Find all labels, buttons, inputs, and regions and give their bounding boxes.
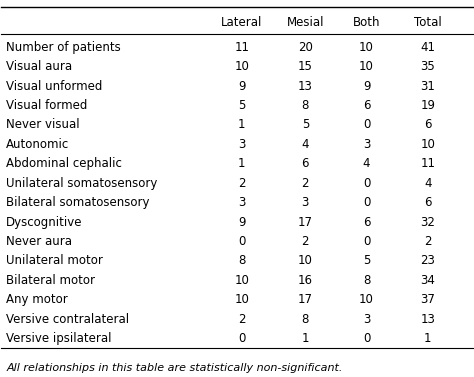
Text: Unilateral motor: Unilateral motor: [6, 254, 103, 267]
Text: Visual unformed: Visual unformed: [6, 80, 102, 93]
Text: 8: 8: [301, 99, 309, 112]
Text: 15: 15: [298, 60, 313, 73]
Text: 4: 4: [424, 177, 432, 190]
Text: 8: 8: [301, 313, 309, 325]
Text: Lateral: Lateral: [221, 16, 263, 29]
Text: 20: 20: [298, 41, 313, 54]
Text: 5: 5: [301, 118, 309, 132]
Text: 5: 5: [238, 99, 246, 112]
Text: 10: 10: [420, 138, 435, 151]
Text: 3: 3: [238, 196, 246, 209]
Text: 8: 8: [363, 274, 370, 287]
Text: 3: 3: [363, 313, 370, 325]
Text: 3: 3: [238, 138, 246, 151]
Text: 32: 32: [420, 216, 435, 228]
Text: Unilateral somatosensory: Unilateral somatosensory: [6, 177, 157, 190]
Text: Autonomic: Autonomic: [6, 138, 69, 151]
Text: 10: 10: [234, 60, 249, 73]
Text: 3: 3: [363, 138, 370, 151]
Text: 2: 2: [301, 235, 309, 248]
Text: 1: 1: [238, 157, 246, 170]
Text: 31: 31: [420, 80, 435, 93]
Text: 34: 34: [420, 274, 435, 287]
Text: Number of patients: Number of patients: [6, 41, 121, 54]
Text: 10: 10: [298, 254, 313, 267]
Text: 10: 10: [234, 274, 249, 287]
Text: 10: 10: [234, 293, 249, 306]
Text: 5: 5: [363, 254, 370, 267]
Text: Versive contralateral: Versive contralateral: [6, 313, 129, 325]
Text: 0: 0: [363, 118, 370, 132]
Text: 4: 4: [363, 157, 370, 170]
Text: Any motor: Any motor: [6, 293, 68, 306]
Text: 2: 2: [301, 177, 309, 190]
Text: 0: 0: [363, 332, 370, 345]
Text: 17: 17: [298, 293, 313, 306]
Text: 1: 1: [238, 118, 246, 132]
Text: Abdominal cephalic: Abdominal cephalic: [6, 157, 122, 170]
Text: Bilateral somatosensory: Bilateral somatosensory: [6, 196, 150, 209]
Text: 23: 23: [420, 254, 435, 267]
Text: Never aura: Never aura: [6, 235, 72, 248]
Text: 6: 6: [424, 118, 432, 132]
Text: 9: 9: [238, 80, 246, 93]
Text: 2: 2: [238, 313, 246, 325]
Text: 11: 11: [234, 41, 249, 54]
Text: 0: 0: [363, 235, 370, 248]
Text: 6: 6: [301, 157, 309, 170]
Text: 6: 6: [363, 99, 370, 112]
Text: Bilateral motor: Bilateral motor: [6, 274, 95, 287]
Text: All relationships in this table are statistically non-significant.: All relationships in this table are stat…: [6, 363, 343, 373]
Text: 10: 10: [359, 60, 374, 73]
Text: 1: 1: [301, 332, 309, 345]
Text: 16: 16: [298, 274, 313, 287]
Text: 13: 13: [298, 80, 313, 93]
Text: Total: Total: [414, 16, 442, 29]
Text: 8: 8: [238, 254, 246, 267]
Text: 17: 17: [298, 216, 313, 228]
Text: 3: 3: [301, 196, 309, 209]
Text: 4: 4: [301, 138, 309, 151]
Text: Both: Both: [353, 16, 380, 29]
Text: 1: 1: [424, 332, 432, 345]
Text: Never visual: Never visual: [6, 118, 80, 132]
Text: 13: 13: [420, 313, 435, 325]
Text: 9: 9: [238, 216, 246, 228]
Text: 10: 10: [359, 41, 374, 54]
Text: 2: 2: [424, 235, 432, 248]
Text: 0: 0: [238, 235, 246, 248]
Text: Mesial: Mesial: [287, 16, 324, 29]
Text: 6: 6: [424, 196, 432, 209]
Text: 0: 0: [238, 332, 246, 345]
Text: 41: 41: [420, 41, 435, 54]
Text: 35: 35: [420, 60, 435, 73]
Text: Visual aura: Visual aura: [6, 60, 72, 73]
Text: 0: 0: [363, 177, 370, 190]
Text: 6: 6: [363, 216, 370, 228]
Text: 0: 0: [363, 196, 370, 209]
Text: Dyscognitive: Dyscognitive: [6, 216, 82, 228]
Text: 11: 11: [420, 157, 435, 170]
Text: 37: 37: [420, 293, 435, 306]
Text: Versive ipsilateral: Versive ipsilateral: [6, 332, 111, 345]
Text: Visual formed: Visual formed: [6, 99, 88, 112]
Text: 2: 2: [238, 177, 246, 190]
Text: 10: 10: [359, 293, 374, 306]
Text: 19: 19: [420, 99, 435, 112]
Text: 9: 9: [363, 80, 370, 93]
